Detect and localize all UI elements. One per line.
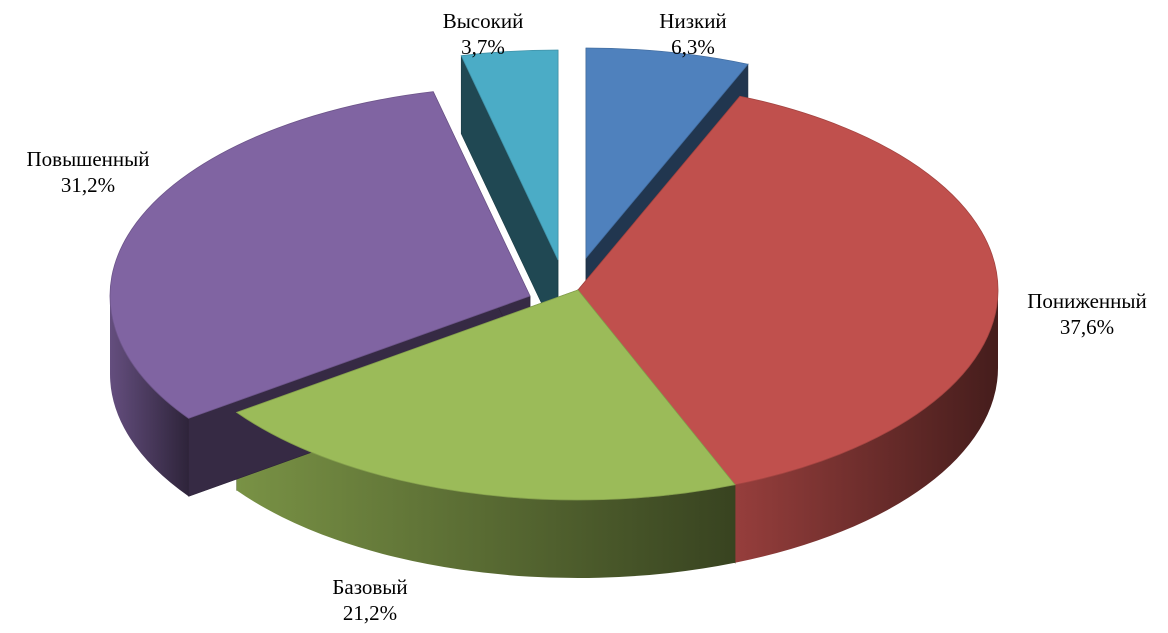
data-label-high: Высокий 3,7% (418, 8, 548, 60)
data-label-base-name: Базовый (332, 575, 408, 599)
data-label-raised-name: Повышенный (26, 147, 150, 171)
data-label-low: Низкий 6,3% (648, 8, 738, 60)
data-label-raised-value: 31,2% (60, 173, 116, 197)
pie-slice-низкий (585, 47, 749, 260)
pie-slice-пониженный (577, 95, 999, 486)
pie-slice-wall-1-0 (735, 290, 998, 563)
data-label-base: Базовый 21,2% (300, 574, 440, 626)
data-label-reduced: Пониженный 37,6% (1008, 288, 1166, 340)
data-label-base-value: 21,2% (342, 601, 398, 625)
pie-slice-базовый (235, 289, 736, 501)
data-label-low-value: 6,3% (671, 35, 715, 59)
data-label-raised: Повышенный 31,2% (8, 146, 168, 198)
data-label-reduced-name: Пониженный (1027, 289, 1147, 313)
data-label-high-name: Высокий (442, 9, 524, 33)
data-label-reduced-value: 37,6% (1059, 315, 1115, 339)
data-label-high-value: 3,7% (461, 35, 505, 59)
pie-slice-высокий (460, 49, 559, 261)
pie-slice-wall-3-0 (110, 296, 189, 497)
data-label-low-name: Низкий (659, 9, 727, 33)
pie-slice-повышенный (109, 91, 531, 419)
